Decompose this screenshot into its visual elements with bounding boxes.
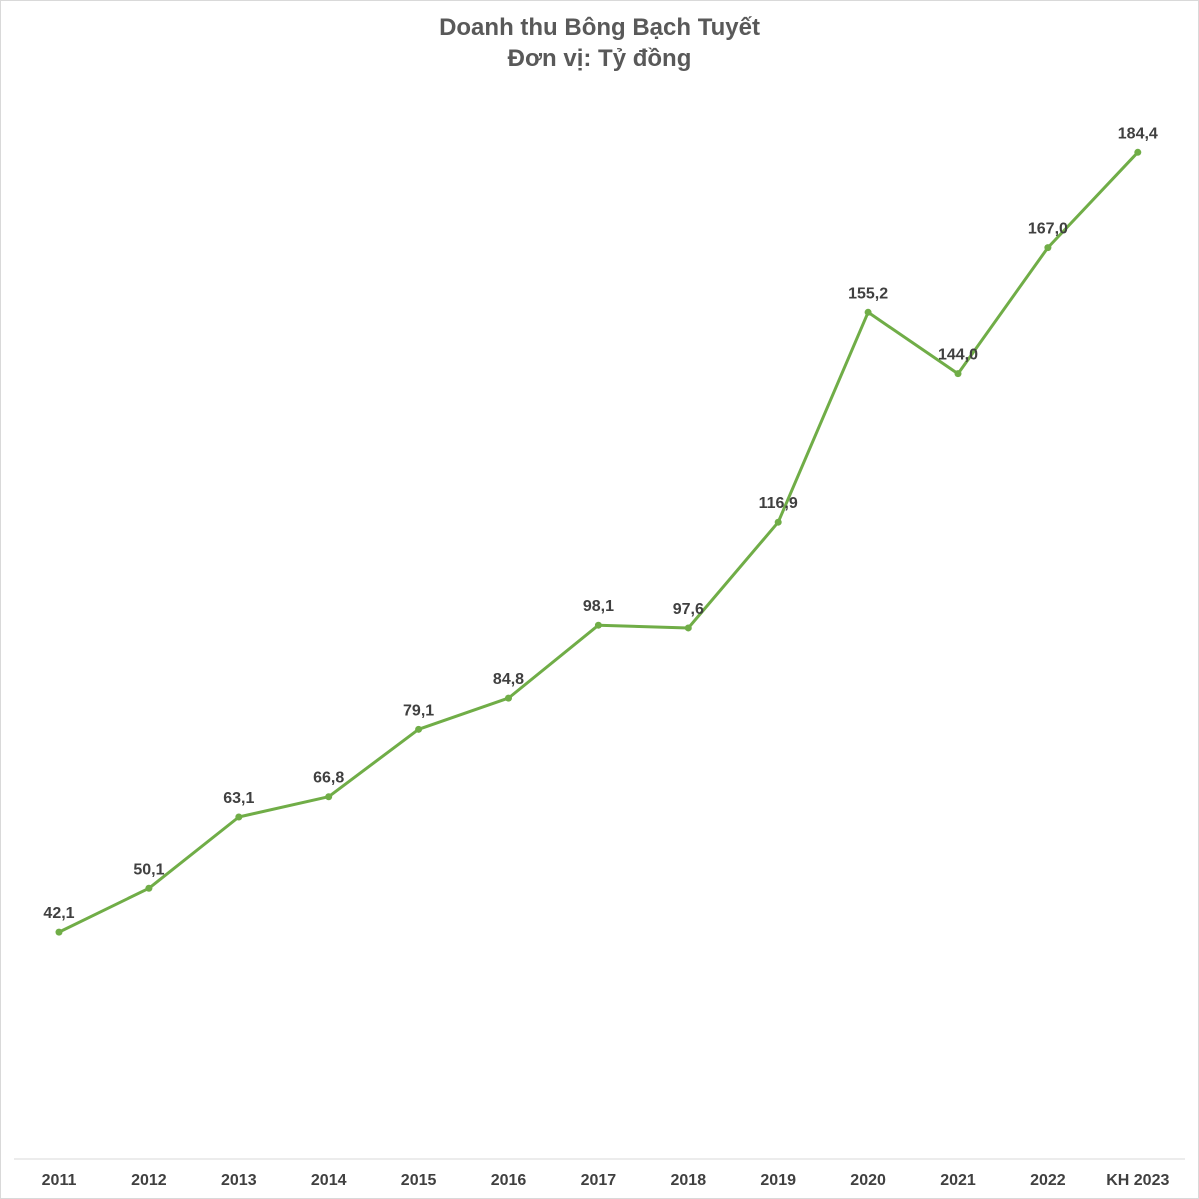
data-label: 97,6 (673, 601, 704, 618)
x-tick-label: 2016 (491, 1172, 527, 1189)
x-tick-label: 2017 (581, 1172, 617, 1189)
data-label: 79,1 (403, 702, 434, 719)
data-label: 84,8 (493, 671, 524, 688)
data-point (774, 518, 782, 526)
data-point (55, 928, 63, 936)
data-point (1134, 148, 1142, 156)
x-tick-label: 2021 (940, 1172, 976, 1189)
x-tick-label: 2013 (221, 1172, 257, 1189)
chart-title: Doanh thu Bông Bạch Tuyết (439, 14, 760, 41)
data-point (954, 370, 962, 378)
data-labels: 42,1 50,1 63,1 66,8 79,1 84,8 98,1 97,6 116,9 155… (43, 125, 1157, 922)
data-label: 50,1 (133, 861, 164, 878)
data-point (505, 694, 512, 702)
x-tick-label: 2022 (1030, 1172, 1066, 1189)
x-tick-label: 2015 (401, 1172, 437, 1189)
data-point (1044, 244, 1052, 252)
data-label: 184,4 (1118, 125, 1158, 142)
chart-subtitle: Đơn vị: Tỷ đồng (507, 45, 692, 72)
x-tick-label: 2012 (131, 1172, 167, 1189)
x-tick-label: 2019 (760, 1172, 796, 1189)
data-point (235, 813, 243, 821)
x-tick-label: KH 2023 (1106, 1172, 1169, 1189)
x-tick-label: 2018 (671, 1172, 707, 1189)
data-point (864, 308, 872, 316)
data-label: 116,9 (759, 495, 798, 512)
data-label: 42,1 (43, 905, 74, 922)
data-label: 155,2 (848, 285, 888, 302)
x-tick-label: 2011 (42, 1172, 77, 1189)
data-label: 167,0 (1028, 221, 1068, 238)
series-markers (55, 148, 1142, 936)
x-tick-label: 2020 (850, 1172, 886, 1189)
series-line (58, 151, 1139, 934)
chart-title-block: Doanh thu Bông Bạch Tuyết Đơn vị: Tỷ đồn… (0, 12, 1199, 74)
data-label: 66,8 (313, 770, 344, 787)
data-point (594, 621, 602, 629)
data-label: 63,1 (223, 790, 254, 807)
data-point (684, 624, 692, 632)
x-tick-label: 2014 (311, 1172, 347, 1189)
data-point (415, 725, 423, 733)
data-point (325, 793, 333, 801)
data-label: 144,0 (938, 347, 978, 364)
data-label: 98,1 (583, 598, 614, 615)
data-point (145, 884, 153, 892)
x-axis-ticks: 2011 2012 2013 2014 2015 2016 2017 2018 2019 2020… (42, 1172, 1170, 1189)
